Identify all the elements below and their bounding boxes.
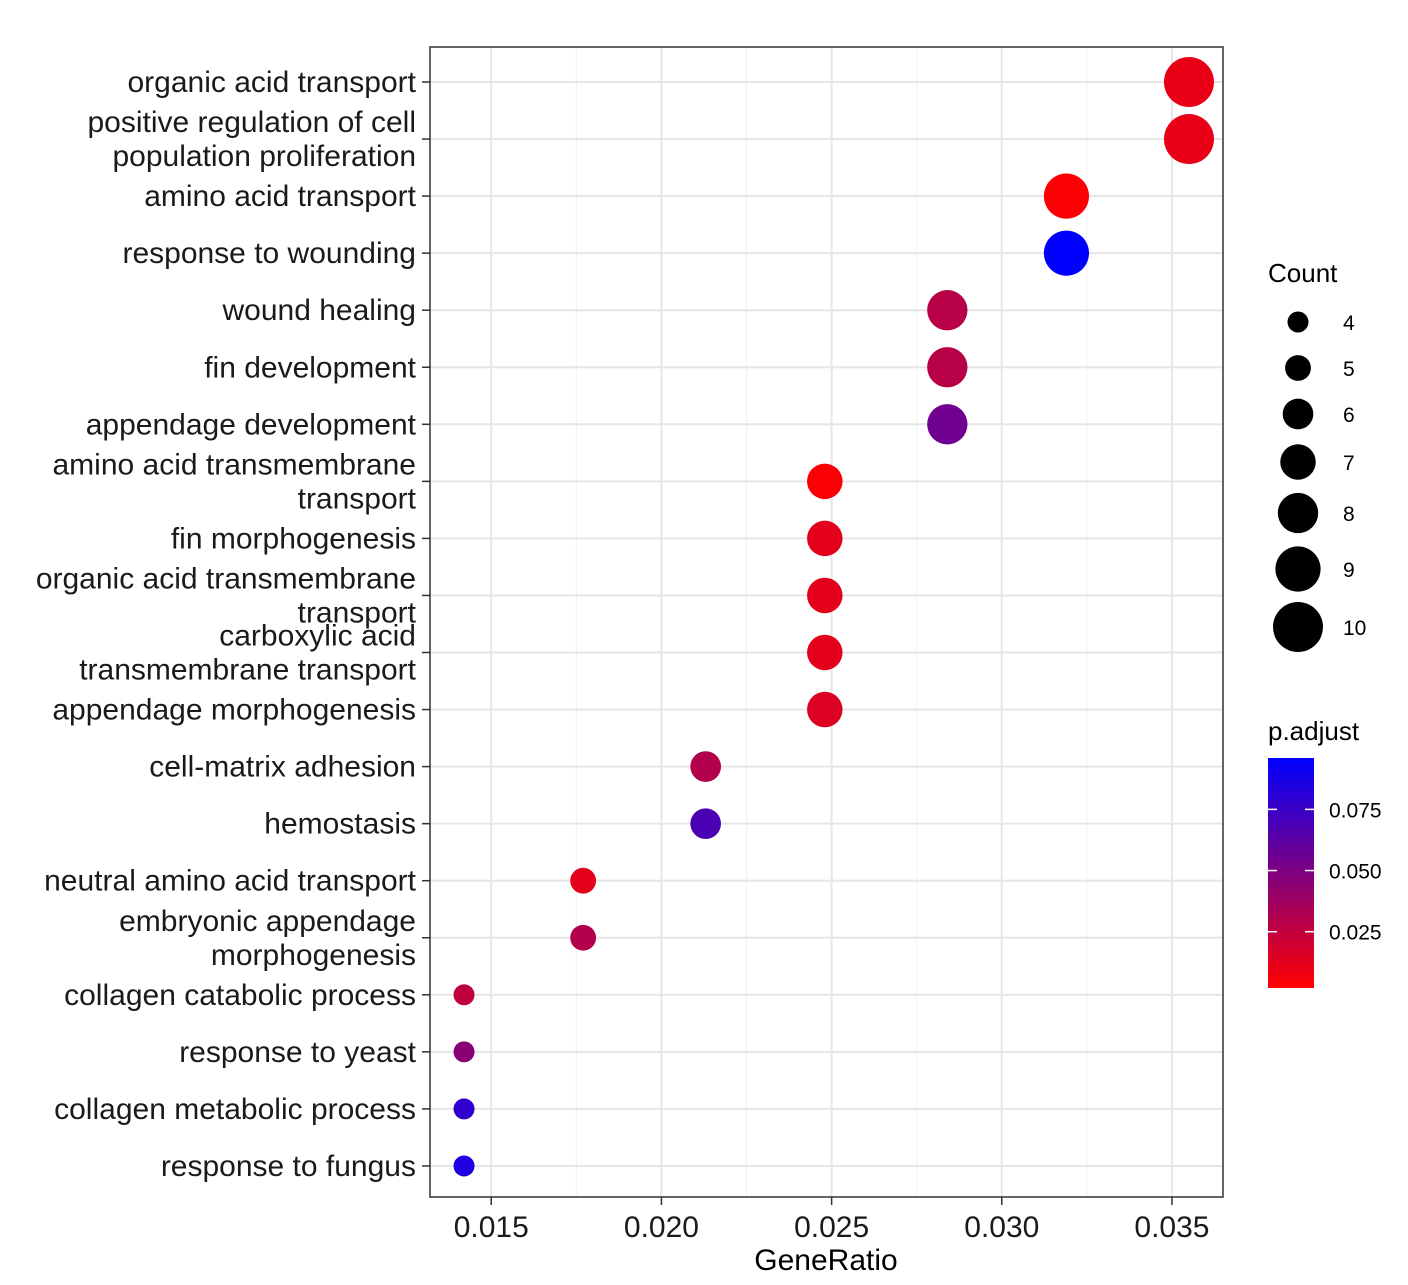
y-tick-label: positive regulation of cell population pr…	[87, 106, 416, 173]
size-legend-key	[1285, 355, 1311, 381]
color-legend: p.adjust 0.025 0.050 0.075	[1268, 716, 1382, 988]
color-legend-label: 0.050	[1329, 861, 1382, 884]
size-legend-title: Count	[1268, 258, 1338, 288]
data-point	[570, 867, 597, 894]
y-tick-label: carboxylic acid transmembrane transport	[79, 620, 416, 687]
size-legend-key	[1287, 311, 1309, 333]
data-point	[453, 1041, 475, 1063]
y-tick-label: amino acid transport	[144, 180, 416, 213]
size-legend-label: 10	[1343, 617, 1366, 640]
data-point	[570, 924, 597, 951]
data-point	[690, 808, 722, 839]
y-tick-label: response to yeast	[179, 1036, 416, 1069]
data-point	[807, 520, 843, 557]
size-legend: Count 4 5 6 7 8 9 10	[1268, 258, 1366, 652]
data-point	[453, 1098, 475, 1120]
size-legend-label: 6	[1343, 404, 1355, 427]
data-point	[807, 577, 843, 614]
data-point	[1163, 57, 1214, 107]
data-point	[453, 984, 475, 1006]
x-tick-label: 0.035	[1134, 1211, 1209, 1244]
data-points	[453, 57, 1214, 1177]
y-tick-label: amino acid transmembrane transport	[52, 448, 416, 515]
data-point	[927, 347, 968, 388]
y-tick-label: response to wounding	[122, 237, 416, 270]
x-tick-label: 0.020	[624, 1211, 699, 1244]
color-legend-label: 0.025	[1329, 922, 1382, 945]
data-point	[807, 634, 843, 671]
y-tick-label: fin morphogenesis	[171, 522, 416, 555]
data-point	[1043, 173, 1090, 219]
grid	[430, 47, 1223, 1197]
size-legend-label: 5	[1343, 358, 1355, 381]
y-tick-label: hemostasis	[264, 808, 416, 841]
size-legend-label: 4	[1343, 312, 1355, 335]
y-tick-label: fin development	[204, 351, 416, 384]
y-tick-label: response to fungus	[161, 1150, 416, 1183]
data-point	[927, 404, 968, 445]
size-legend-key	[1280, 444, 1316, 480]
data-point	[927, 290, 968, 331]
size-legend-key	[1275, 546, 1321, 592]
size-legend-key	[1282, 398, 1314, 430]
y-tick-label: appendage development	[86, 408, 417, 441]
data-point	[690, 751, 722, 782]
data-point	[1043, 230, 1090, 276]
y-tick-label: collagen catabolic process	[64, 979, 416, 1012]
y-tick-label: embryonic appendage morphogenesis	[119, 905, 416, 972]
size-legend-label: 7	[1343, 452, 1355, 475]
y-tick-label: neutral amino acid transport	[44, 865, 417, 898]
y-tick-label: organic acid transport	[128, 66, 417, 99]
size-legend-label: 8	[1343, 503, 1355, 526]
x-tick-label: 0.030	[964, 1211, 1039, 1244]
data-point	[807, 691, 843, 728]
color-legend-title: p.adjust	[1268, 716, 1360, 746]
panel-border	[429, 46, 1224, 1198]
x-tick-label: 0.025	[794, 1211, 869, 1244]
y-tick-label: collagen metabolic process	[54, 1093, 416, 1126]
x-tick-label: 0.015	[454, 1211, 529, 1244]
size-legend-label: 9	[1343, 559, 1355, 582]
y-tick-label: wound healing	[222, 294, 417, 327]
data-point	[807, 463, 843, 500]
data-point	[1163, 114, 1214, 165]
size-legend-key	[1273, 602, 1323, 652]
x-axis: 0.015 0.020 0.025 0.030 0.035	[454, 1197, 1209, 1244]
size-legend-key	[1277, 492, 1319, 534]
y-axis: organic acid transport positive regulatio…	[36, 66, 430, 1183]
data-point	[453, 1155, 475, 1177]
y-tick-label: organic acid transmembrane transport	[36, 562, 417, 629]
color-legend-label: 0.075	[1329, 799, 1382, 822]
x-axis-title: GeneRatio	[754, 1244, 897, 1277]
color-bar	[1268, 758, 1314, 988]
y-tick-label: cell-matrix adhesion	[149, 751, 416, 784]
y-tick-label: appendage morphogenesis	[52, 694, 416, 727]
